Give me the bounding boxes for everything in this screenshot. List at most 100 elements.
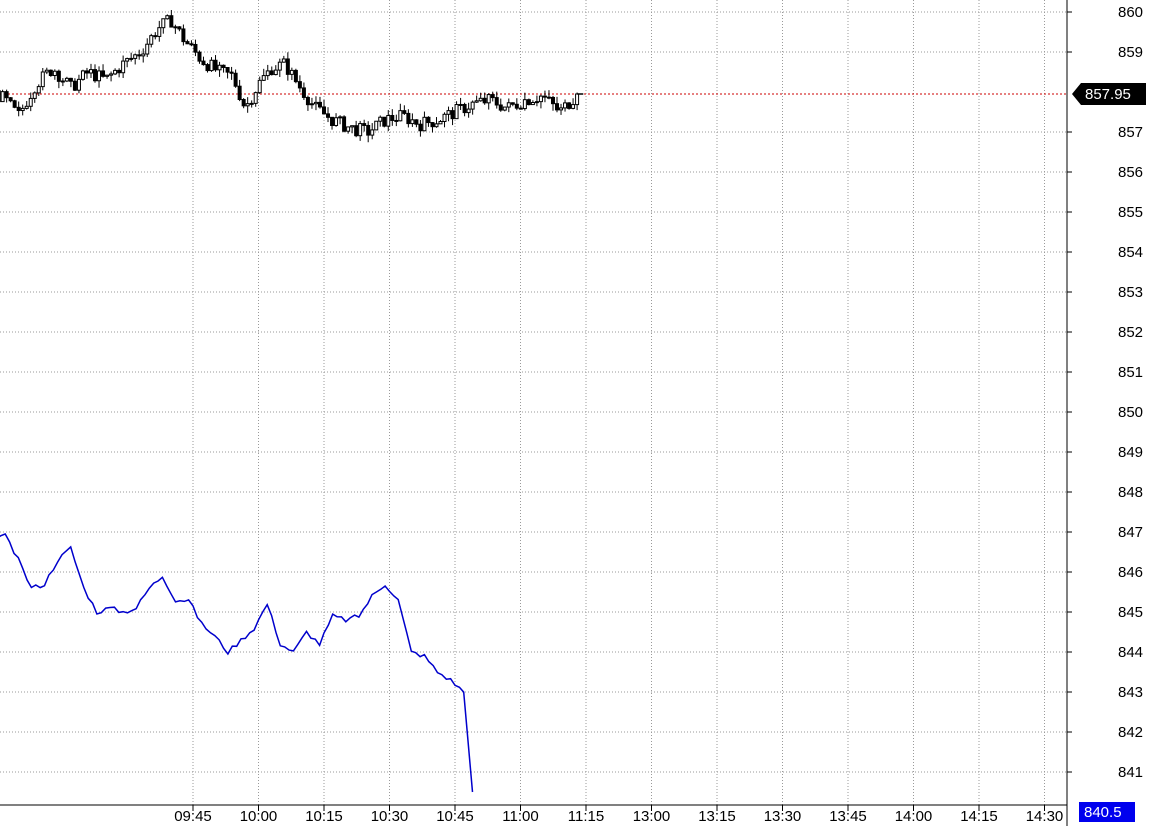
line-series	[0, 533, 474, 793]
candle-up	[105, 74, 110, 77]
candle-down	[189, 43, 194, 46]
y-tick-label: 859	[1118, 44, 1143, 61]
candle-up	[575, 93, 580, 106]
candle-down	[177, 26, 182, 30]
candle-down	[426, 116, 431, 124]
y-tick-label: 851	[1118, 364, 1143, 381]
candle-down	[305, 96, 310, 106]
candle-up	[76, 78, 81, 91]
candle-up	[530, 102, 535, 106]
candle-down	[402, 110, 407, 114]
y-tick-label: 845	[1118, 604, 1143, 621]
candle-up	[113, 69, 118, 75]
candle-up	[257, 79, 262, 94]
candle-down	[394, 119, 399, 122]
candle-down	[542, 95, 547, 98]
candle-down	[414, 119, 419, 125]
candle-up	[277, 61, 282, 71]
y-tick-label: 842	[1118, 724, 1143, 741]
x-tick-label: 13:45	[829, 808, 867, 825]
candle-down	[229, 71, 234, 74]
y-tick-label: 843	[1118, 684, 1143, 701]
candle-up	[149, 35, 154, 45]
candle-up	[165, 15, 170, 20]
candle-up	[129, 57, 134, 60]
candle-up	[28, 97, 33, 107]
candle-up	[44, 69, 49, 73]
line-last-badge-shape	[1079, 802, 1135, 822]
candle-up	[434, 123, 439, 128]
y-tick-label: 847	[1118, 524, 1143, 541]
candle-up	[398, 110, 403, 122]
candle-down	[342, 116, 347, 132]
x-tick-label: 13:30	[764, 808, 802, 825]
candlestick-series	[0, 10, 584, 143]
candle-down	[181, 28, 186, 43]
candle-up	[374, 120, 379, 131]
candle-down	[297, 81, 302, 89]
candle-up	[173, 26, 178, 29]
candle-down	[390, 114, 395, 121]
x-tick-label: 13:00	[633, 808, 671, 825]
candle-down	[237, 85, 242, 101]
x-tick-label: 10:15	[305, 808, 343, 825]
candle-down	[193, 43, 198, 53]
line-last-label: 840.5	[1084, 804, 1122, 821]
candle-up	[249, 102, 254, 105]
candle-down	[301, 87, 306, 98]
candle-down	[72, 80, 77, 91]
candle-down	[269, 70, 274, 76]
candle-up	[121, 60, 126, 74]
candle-up	[370, 129, 375, 136]
last-price-label: 857.95	[1085, 86, 1131, 103]
candle-up	[145, 43, 150, 55]
candle-down	[366, 124, 371, 136]
y-tick-label: 841	[1118, 764, 1143, 781]
candle-down	[117, 69, 122, 74]
candle-down	[546, 96, 551, 99]
candle-up	[486, 94, 491, 104]
y-tick-label: 854	[1118, 244, 1143, 261]
candle-up	[378, 116, 383, 122]
candle-down	[322, 106, 326, 115]
candle-up	[161, 18, 166, 29]
y-tick-label: 852	[1118, 324, 1143, 341]
candle-down	[406, 112, 411, 125]
candle-up	[309, 103, 314, 106]
candle-down	[293, 69, 298, 83]
x-tick-label: 10:45	[436, 808, 474, 825]
candle-up	[36, 86, 41, 94]
candle-up	[40, 71, 45, 88]
x-tick-label: 11:00	[502, 808, 538, 825]
y-tick-label: 849	[1118, 444, 1143, 461]
y-tick-label: 853	[1118, 284, 1143, 301]
candle-down	[567, 102, 572, 109]
last-price-badge-shape	[1072, 83, 1146, 105]
y-tick-label: 860	[1118, 4, 1143, 21]
candle-up	[478, 97, 483, 102]
x-tick-label: 11:15	[568, 808, 604, 825]
candle-up	[466, 108, 471, 114]
candle-up	[502, 106, 507, 111]
candle-up	[386, 114, 391, 127]
candle-down	[330, 116, 335, 126]
candle-down	[490, 94, 495, 99]
candle-up	[442, 113, 447, 123]
candle-down	[12, 100, 17, 108]
candle-down	[555, 103, 560, 111]
candle-down	[526, 99, 531, 106]
x-tick-label: 14:00	[895, 808, 933, 825]
candle-down	[197, 51, 202, 62]
candle-down	[494, 97, 499, 106]
x-tick-label: 13:15	[698, 808, 736, 825]
candle-up	[438, 121, 443, 125]
candle-up	[217, 64, 222, 71]
candle-down	[68, 77, 73, 82]
y-tick-label: 848	[1118, 484, 1143, 501]
candle-down	[233, 72, 238, 87]
candle-up	[97, 70, 102, 82]
candle-down	[510, 102, 515, 105]
candle-up	[32, 92, 37, 99]
line-last-badge: 840.5	[1079, 802, 1135, 822]
